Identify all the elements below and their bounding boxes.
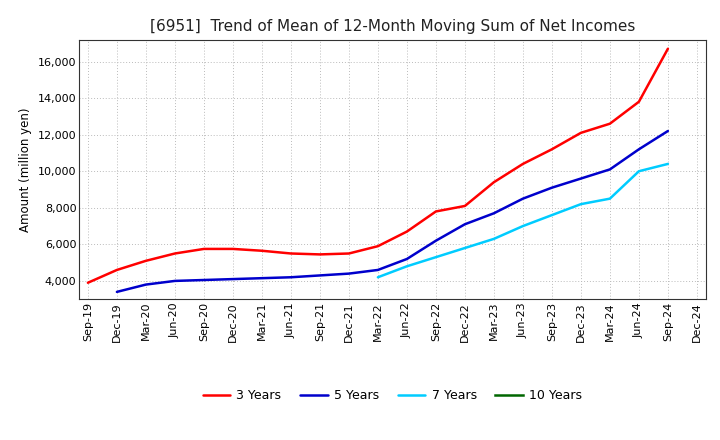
3 Years	[84, 280, 92, 286]
3 Years	[664, 46, 672, 51]
3 Years	[490, 180, 498, 185]
3 Years	[577, 130, 585, 136]
3 Years	[228, 246, 237, 252]
3 Years	[258, 248, 266, 253]
5 Years	[461, 222, 469, 227]
7 Years	[548, 213, 557, 218]
7 Years	[402, 264, 411, 269]
5 Years	[431, 238, 440, 243]
7 Years	[634, 169, 643, 174]
3 Years	[142, 258, 150, 264]
3 Years	[171, 251, 179, 256]
Line: 7 Years: 7 Years	[378, 164, 668, 277]
3 Years	[345, 251, 354, 256]
Line: 5 Years: 5 Years	[117, 131, 668, 292]
3 Years	[634, 99, 643, 104]
7 Years	[664, 161, 672, 167]
5 Years	[577, 176, 585, 181]
5 Years	[171, 278, 179, 283]
3 Years	[461, 203, 469, 209]
5 Years	[228, 276, 237, 282]
3 Years	[374, 244, 382, 249]
5 Years	[287, 275, 295, 280]
Title: [6951]  Trend of Mean of 12-Month Moving Sum of Net Incomes: [6951] Trend of Mean of 12-Month Moving …	[150, 19, 635, 34]
7 Years	[490, 236, 498, 242]
Y-axis label: Amount (million yen): Amount (million yen)	[19, 107, 32, 231]
5 Years	[606, 167, 614, 172]
7 Years	[461, 246, 469, 251]
7 Years	[577, 202, 585, 207]
5 Years	[199, 277, 208, 282]
3 Years	[112, 268, 121, 273]
5 Years	[345, 271, 354, 276]
7 Years	[606, 196, 614, 201]
5 Years	[315, 273, 324, 278]
5 Years	[112, 289, 121, 294]
5 Years	[142, 282, 150, 287]
3 Years	[518, 161, 527, 167]
5 Years	[634, 147, 643, 152]
5 Years	[374, 268, 382, 273]
3 Years	[431, 209, 440, 214]
7 Years	[518, 224, 527, 229]
Line: 3 Years: 3 Years	[88, 49, 668, 283]
3 Years	[287, 251, 295, 256]
3 Years	[402, 229, 411, 234]
5 Years	[258, 275, 266, 281]
5 Years	[490, 211, 498, 216]
3 Years	[548, 147, 557, 152]
5 Years	[402, 257, 411, 262]
5 Years	[548, 185, 557, 191]
3 Years	[315, 252, 324, 257]
3 Years	[606, 121, 614, 126]
7 Years	[431, 254, 440, 260]
7 Years	[374, 275, 382, 280]
5 Years	[518, 196, 527, 201]
Legend: 3 Years, 5 Years, 7 Years, 10 Years: 3 Years, 5 Years, 7 Years, 10 Years	[198, 384, 587, 407]
5 Years	[664, 128, 672, 134]
3 Years	[199, 246, 208, 252]
